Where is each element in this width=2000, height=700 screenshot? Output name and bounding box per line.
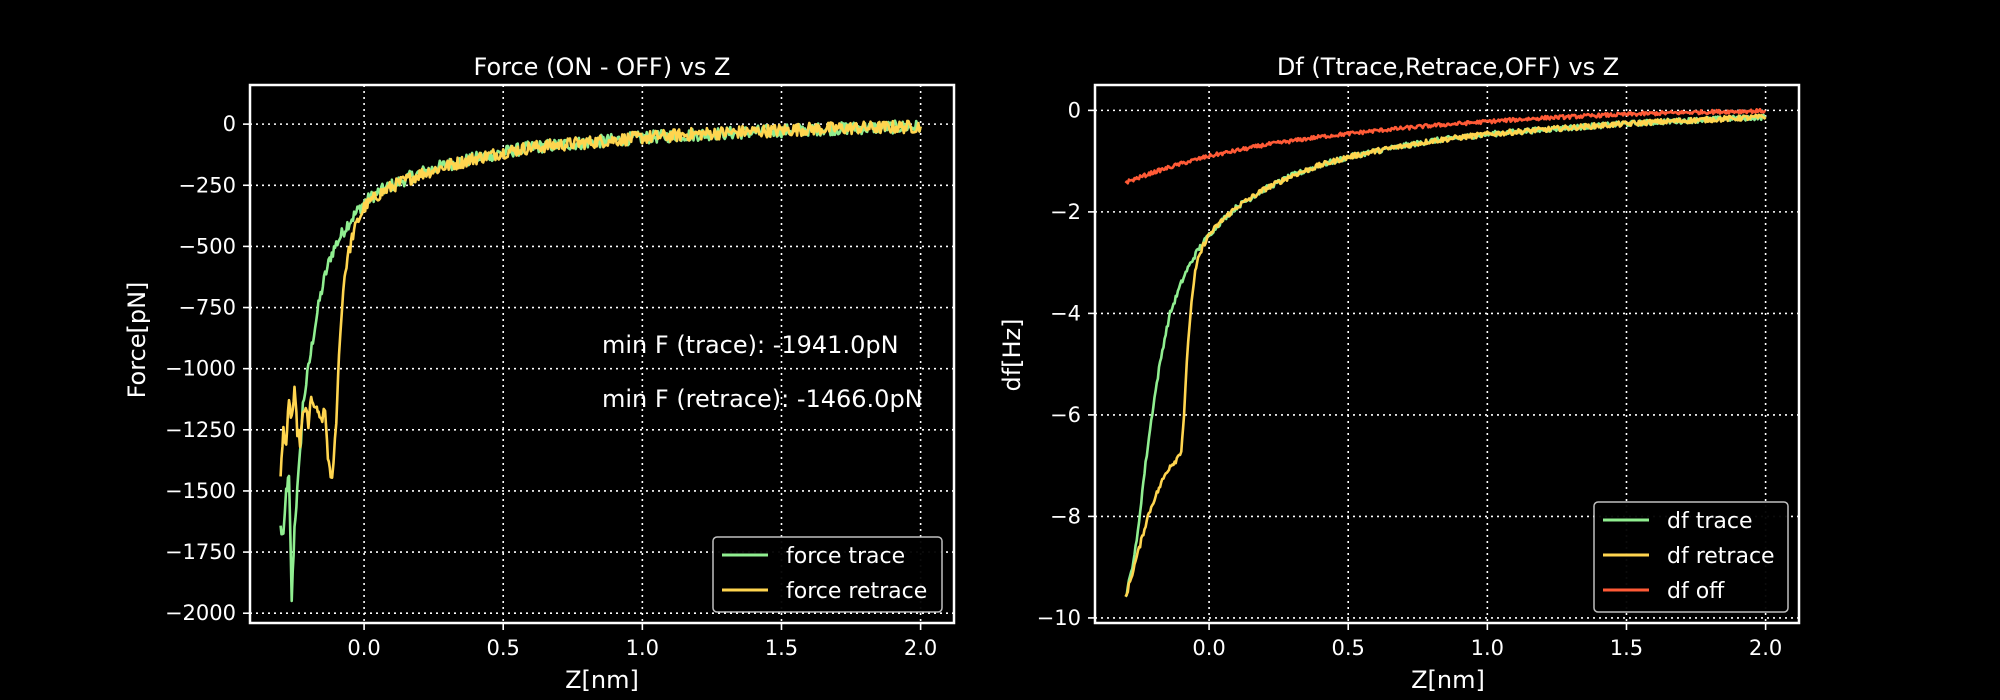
df-chart: Df (Ttrace,Retrace,OFF) vs Z Z[nm] df[Hz… [998,53,1801,694]
y-tick-label: −1000 [165,357,236,381]
annotation-min-trace: min F (trace): -1941.0pN [602,331,899,359]
y-tick-label: −2 [1050,200,1081,224]
x-axis-label: Z[nm] [565,666,639,694]
legend: df trace df retrace df off [1593,501,1789,613]
legend-box [1593,501,1789,613]
plot-series [1124,107,1767,598]
force-chart: Force (ON - OFF) vs Z Z[nm] Force[pN] 0.… [123,53,956,694]
y-tick-label: −8 [1050,504,1081,528]
x-tick-label: 0.0 [347,636,380,660]
x-tick-label: 2.0 [1749,636,1782,660]
axis-ticks: 0.0 0.5 1.0 1.5 2.0 0 −2 −4 −6 −8 −10 [1037,98,1783,660]
legend-label-df-off: df off [1667,579,1725,604]
plot-series [279,119,922,603]
plot-frame [1093,83,1801,625]
y-axis-label: Force[pN] [123,282,151,399]
y-tick-label: −250 [178,173,236,197]
legend-label-force-trace: force trace [786,544,905,569]
x-tick-label: 0.0 [1192,636,1225,660]
legend-box [712,536,943,613]
y-tick-label: −4 [1050,301,1081,325]
y-tick-label: −1750 [165,540,236,564]
legend-label-force-retrace: force retrace [786,579,927,604]
y-tick-label: −6 [1050,403,1081,427]
y-tick-label: −2000 [165,601,236,625]
annotation-min-retrace: min F (retrace): -1466.0pN [602,385,923,413]
legend-label-df-retrace: df retrace [1667,544,1775,569]
legend-label-df-trace: df trace [1667,509,1753,534]
y-tick-label: −1500 [165,479,236,503]
series-force-retrace-line [279,119,922,480]
y-tick-label: −500 [178,234,236,258]
chart-title: Force (ON - OFF) vs Z [474,53,731,81]
y-axis-label: df[Hz] [998,318,1026,391]
plot-frame [248,83,956,625]
x-tick-label: 0.5 [487,636,520,660]
y-tick-label: 0 [1068,98,1081,122]
y-tick-label: −10 [1037,606,1081,630]
y-tick-label: −1250 [165,418,236,442]
y-tick-label: −750 [178,296,236,320]
series-df-retrace-line [1124,113,1767,598]
axis-ticks: 0.0 0.5 1.0 1.5 2.0 0 −250 −500 −750 −1000 −1250 −1… [165,112,937,660]
series-df-off-line [1124,107,1766,185]
x-tick-label: 0.5 [1332,636,1365,660]
x-tick-label: 1.0 [1471,636,1504,660]
x-axis-label: Z[nm] [1411,666,1485,694]
y-tick-label: 0 [223,112,236,136]
chart-title: Df (Ttrace,Retrace,OFF) vs Z [1277,53,1619,81]
x-tick-label: 1.5 [1610,636,1643,660]
x-tick-label: 1.5 [765,636,798,660]
x-tick-label: 1.0 [626,636,659,660]
legend: force trace force retrace [712,536,943,613]
x-tick-label: 2.0 [904,636,937,660]
